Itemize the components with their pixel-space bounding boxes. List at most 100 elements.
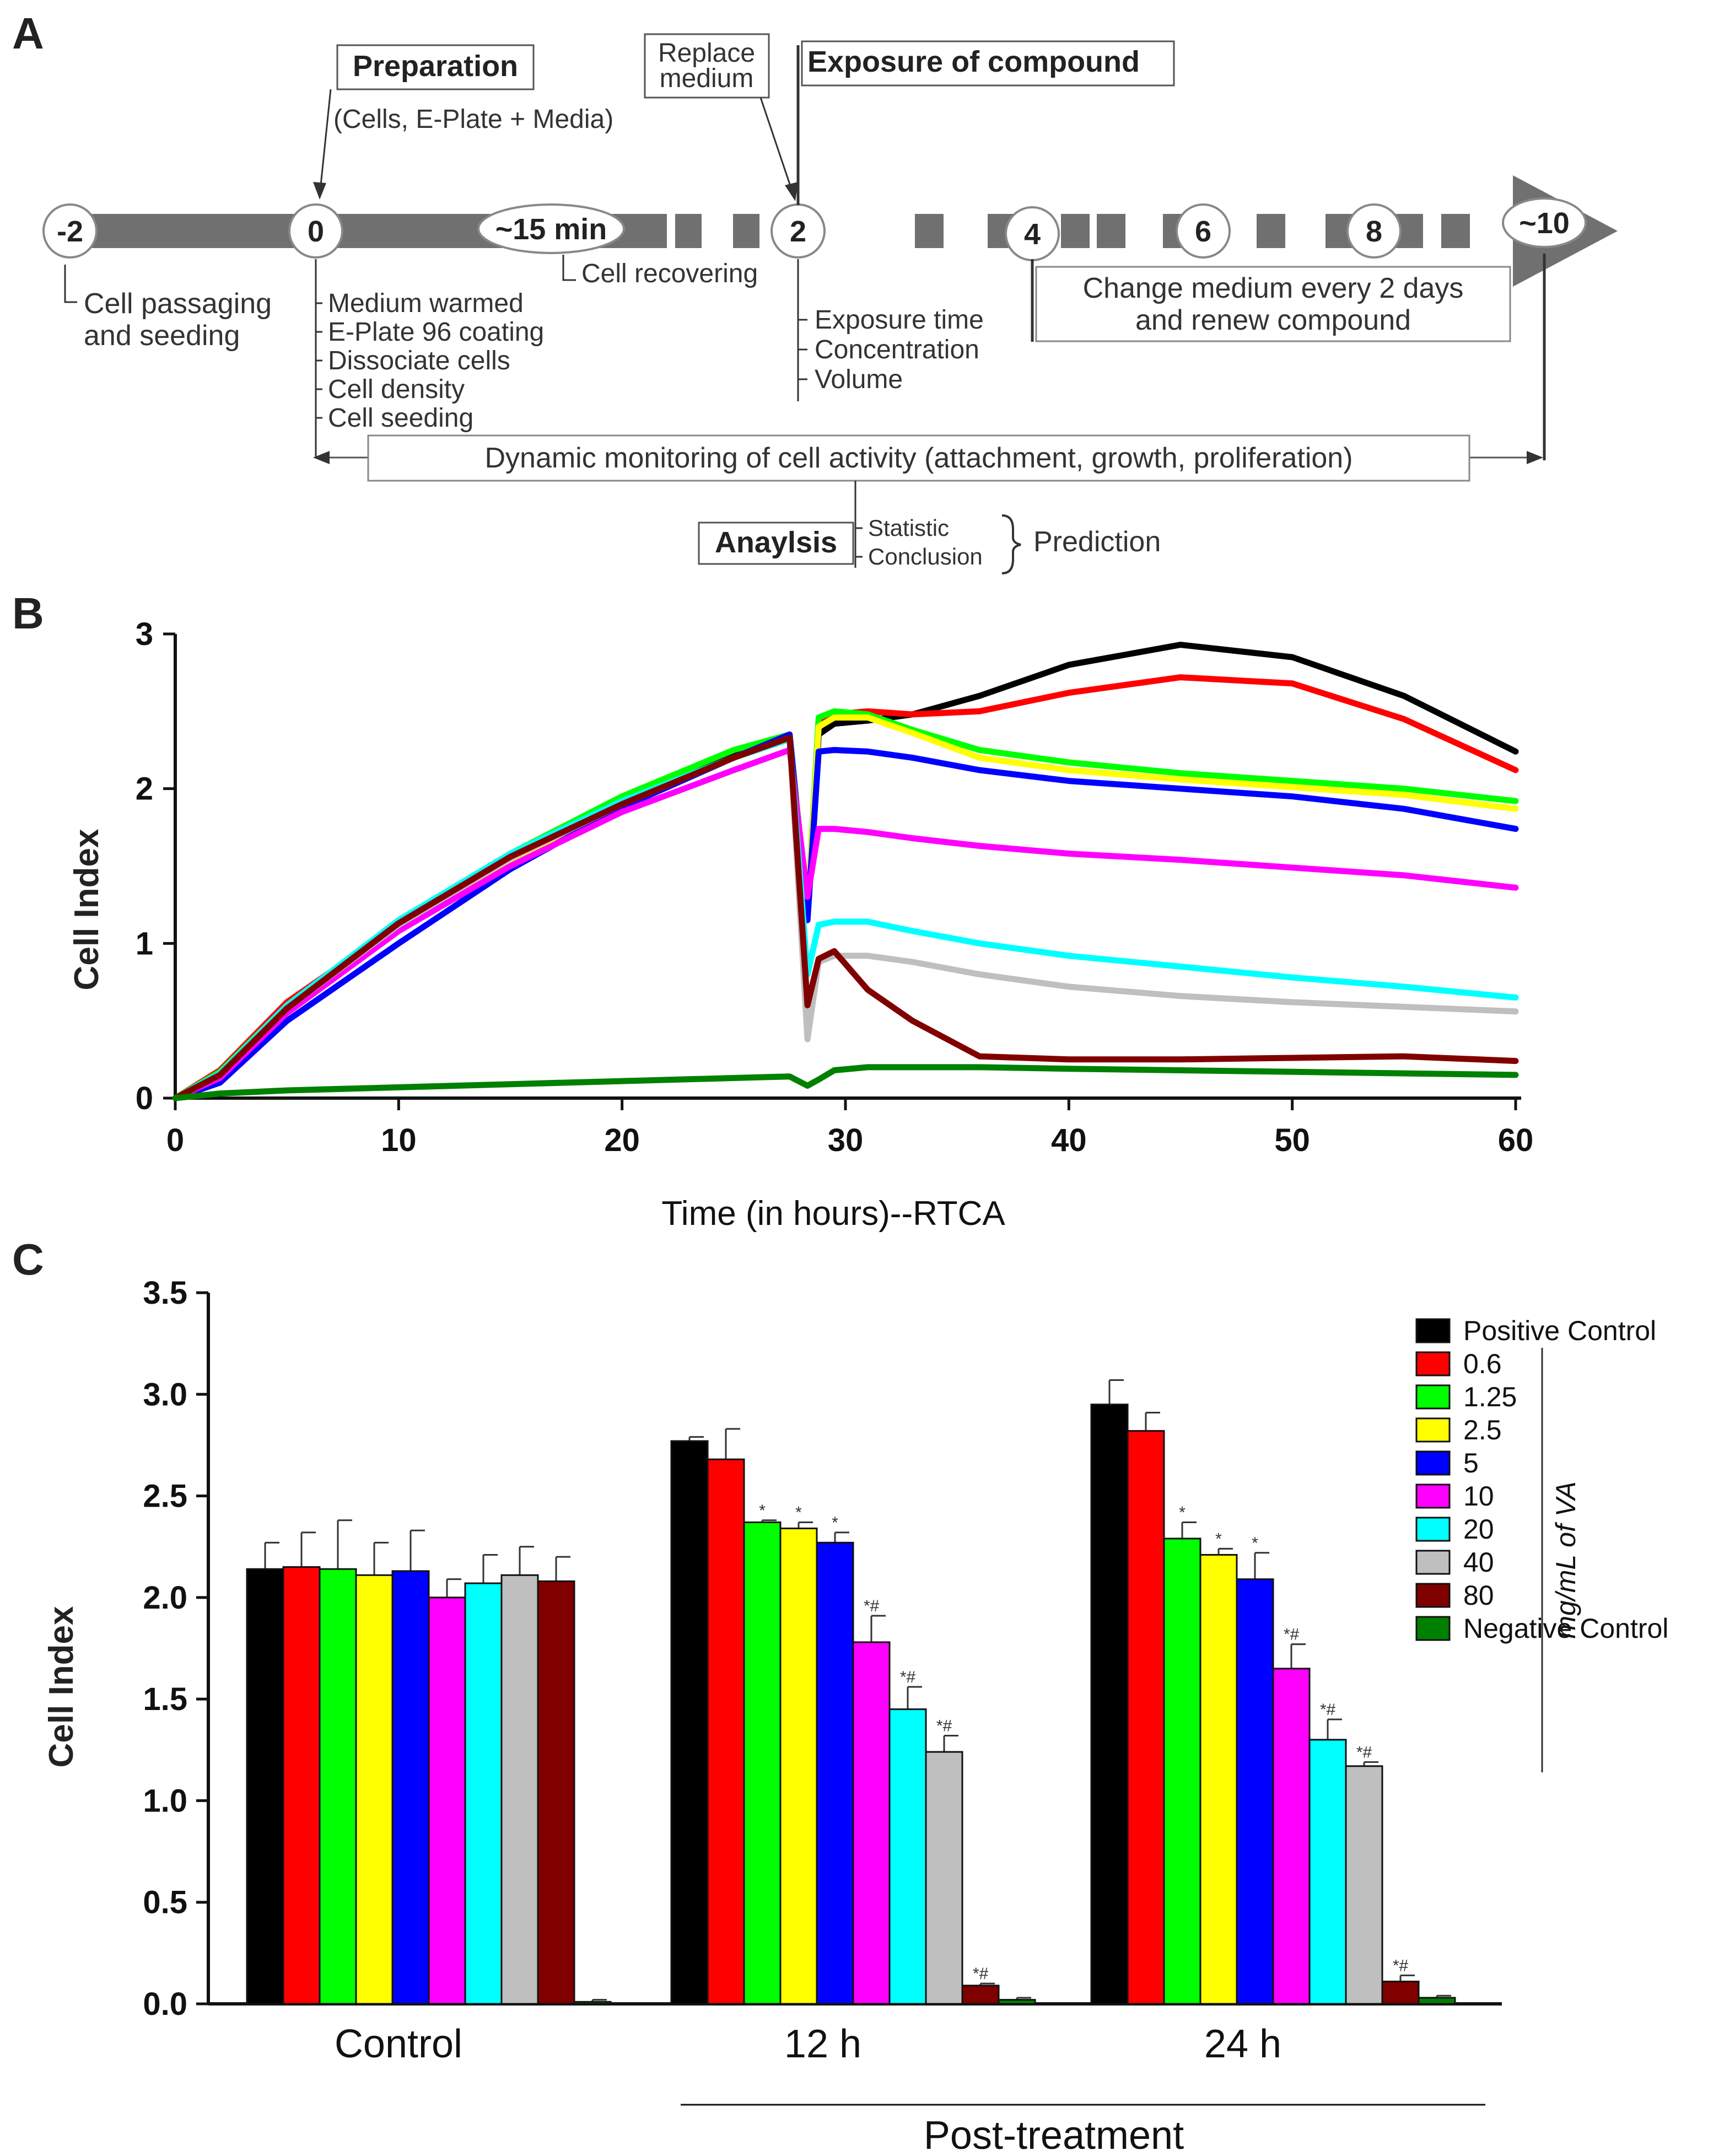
timeline-node-2: 2 — [770, 203, 826, 259]
legend-label: 80 — [1463, 1580, 1494, 1611]
svg-text:0: 0 — [308, 215, 324, 248]
timeline-node-8: 8 — [1346, 203, 1402, 259]
svg-text:2: 2 — [790, 215, 806, 248]
svg-text:-2: -2 — [57, 215, 83, 248]
significance-mark: * — [832, 1514, 838, 1532]
bar-5-24-h — [1236, 1578, 1274, 2005]
x-tick-label: 0 — [166, 1122, 184, 1158]
legend-label: Negative Control — [1463, 1613, 1668, 1644]
bar-chart-ylabel: Cell Index — [42, 1606, 80, 1767]
passaging-line2: and seeding — [84, 320, 240, 352]
panel-letter-c: C — [12, 1235, 44, 1284]
line-chart-panel: B Cell Index Time (in hours)--RTCA 0 10 20… — [12, 589, 1533, 1233]
bar-10-24-h — [1272, 1668, 1311, 2005]
significance-mark: * — [759, 1502, 766, 1520]
replace-medium-line1: Replace — [658, 39, 755, 68]
y-tick-label: 2.0 — [143, 1580, 187, 1616]
bar-negative-control-12-h — [998, 1999, 1036, 2005]
brace-icon — [1001, 514, 1021, 574]
day2-step: Volume — [815, 365, 903, 394]
x-tick-label: 20 — [604, 1122, 640, 1158]
bar-0-6-12-h — [707, 1458, 745, 2005]
legend-swatch — [1415, 1351, 1451, 1377]
significance-mark: *# — [936, 1717, 952, 1735]
day0-step: Dissociate cells — [328, 346, 510, 375]
legend-swatch — [1415, 1483, 1451, 1509]
legend-label: 5 — [1463, 1448, 1479, 1478]
bar-chart-bars: * * * *# *# *# *# * * * *# *# *# *# — [246, 1379, 1456, 2005]
legend-swatch — [1415, 1616, 1451, 1641]
bar-2-5-control — [355, 1574, 394, 2005]
bar-1-25-12-h — [743, 1521, 782, 2005]
legend-label: 0.6 — [1463, 1348, 1502, 1379]
timeline-node-0: 0 — [288, 203, 343, 259]
legend-swatch — [1415, 1318, 1451, 1343]
significance-mark: *# — [973, 1965, 989, 1983]
bar-0-6-24-h — [1127, 1430, 1165, 2005]
change-medium-box — [1035, 266, 1511, 342]
preparation-label: Preparation — [353, 50, 518, 83]
y-tick-label: 3 — [136, 616, 153, 652]
x-tick-label: 50 — [1274, 1122, 1310, 1158]
line-chart-ticks: 0 10 20 30 40 50 60 0 1 2 3 — [136, 616, 1534, 1158]
prediction-label: Prediction — [1033, 526, 1161, 558]
bar-chart-panel: C Cell Index 0.00.51.01.52.02.53.03.5 * *… — [12, 1235, 1668, 2156]
monitoring-box — [367, 434, 1470, 482]
significance-mark: * — [795, 1503, 802, 1521]
line-series-80 — [172, 734, 1519, 1101]
bar-2-5-24-h — [1199, 1553, 1238, 2005]
line-chart-series — [172, 642, 1519, 1101]
x-tick-label: 60 — [1498, 1122, 1534, 1158]
day2-step: Exposure time — [815, 305, 984, 335]
bar-5-control — [391, 1570, 430, 2005]
svg-text:6: 6 — [1195, 215, 1211, 248]
replace-medium-arrow — [759, 97, 795, 196]
legend-unit-label: mg/mL of VA — [1550, 1481, 1581, 1638]
y-tick-label: 0.5 — [143, 1885, 187, 1921]
category-label: 24 h — [1204, 2022, 1281, 2066]
bar-40-12-h — [925, 1751, 963, 2005]
category-label: 12 h — [784, 2022, 861, 2066]
bar-20-12-h — [888, 1708, 927, 2005]
bar-40-control — [500, 1574, 539, 2005]
timeline-node-minus2: -2 — [42, 203, 98, 259]
x-tick-label: 10 — [381, 1122, 417, 1158]
change-medium-line1: Change medium every 2 days — [1083, 272, 1464, 304]
bar-20-control — [464, 1582, 503, 2005]
bar-80-control — [537, 1580, 575, 2005]
y-tick-label: 0.0 — [143, 1986, 187, 2022]
legend-label: 1.25 — [1463, 1381, 1517, 1412]
panel-letter-a: A — [12, 9, 44, 58]
line-series-5 — [172, 731, 1519, 1101]
legend-swatch — [1415, 1550, 1451, 1575]
bar-10-12-h — [852, 1641, 891, 2005]
line-chart-ylabel: Cell Index — [68, 829, 106, 990]
bar-80-12-h — [961, 1985, 1000, 2005]
y-tick-label: 0 — [136, 1080, 153, 1116]
replace-medium-box — [644, 33, 770, 99]
timeline-node-4: 4 — [1005, 206, 1060, 261]
significance-mark: *# — [900, 1668, 916, 1686]
legend-swatch — [1415, 1583, 1451, 1608]
bar-negative-control-control — [573, 2001, 612, 2005]
monitoring-label: Dynamic monitoring of cell activity (att… — [484, 442, 1353, 474]
significance-mark: * — [1252, 1534, 1258, 1552]
analysis-label: Anaylsis — [715, 526, 837, 559]
legend-swatch — [1415, 1450, 1451, 1476]
bar-5-12-h — [816, 1541, 854, 2005]
svg-text:~15 min: ~15 min — [495, 213, 607, 246]
legend-swatch — [1415, 1517, 1451, 1542]
significance-mark: * — [1215, 1530, 1222, 1548]
passaging-line1: Cell passaging — [84, 288, 272, 320]
significance-mark: * — [1179, 1503, 1186, 1521]
bar-1-25-control — [319, 1568, 357, 2005]
timeline-panel: A -2 0 ~15 min 2 — [12, 9, 1618, 574]
timeline-node-10: ~10 — [1502, 197, 1587, 248]
day0-step: Cell seeding — [328, 404, 473, 433]
day2-step: Concentration — [815, 335, 979, 364]
svg-text:8: 8 — [1366, 215, 1382, 248]
bar-80-24-h — [1381, 1980, 1420, 2005]
day0-steps: Medium warmed E-Plate 96 coating Dissoci… — [315, 259, 544, 458]
svg-text:4: 4 — [1024, 218, 1041, 251]
day0-step: Medium warmed — [328, 289, 524, 318]
